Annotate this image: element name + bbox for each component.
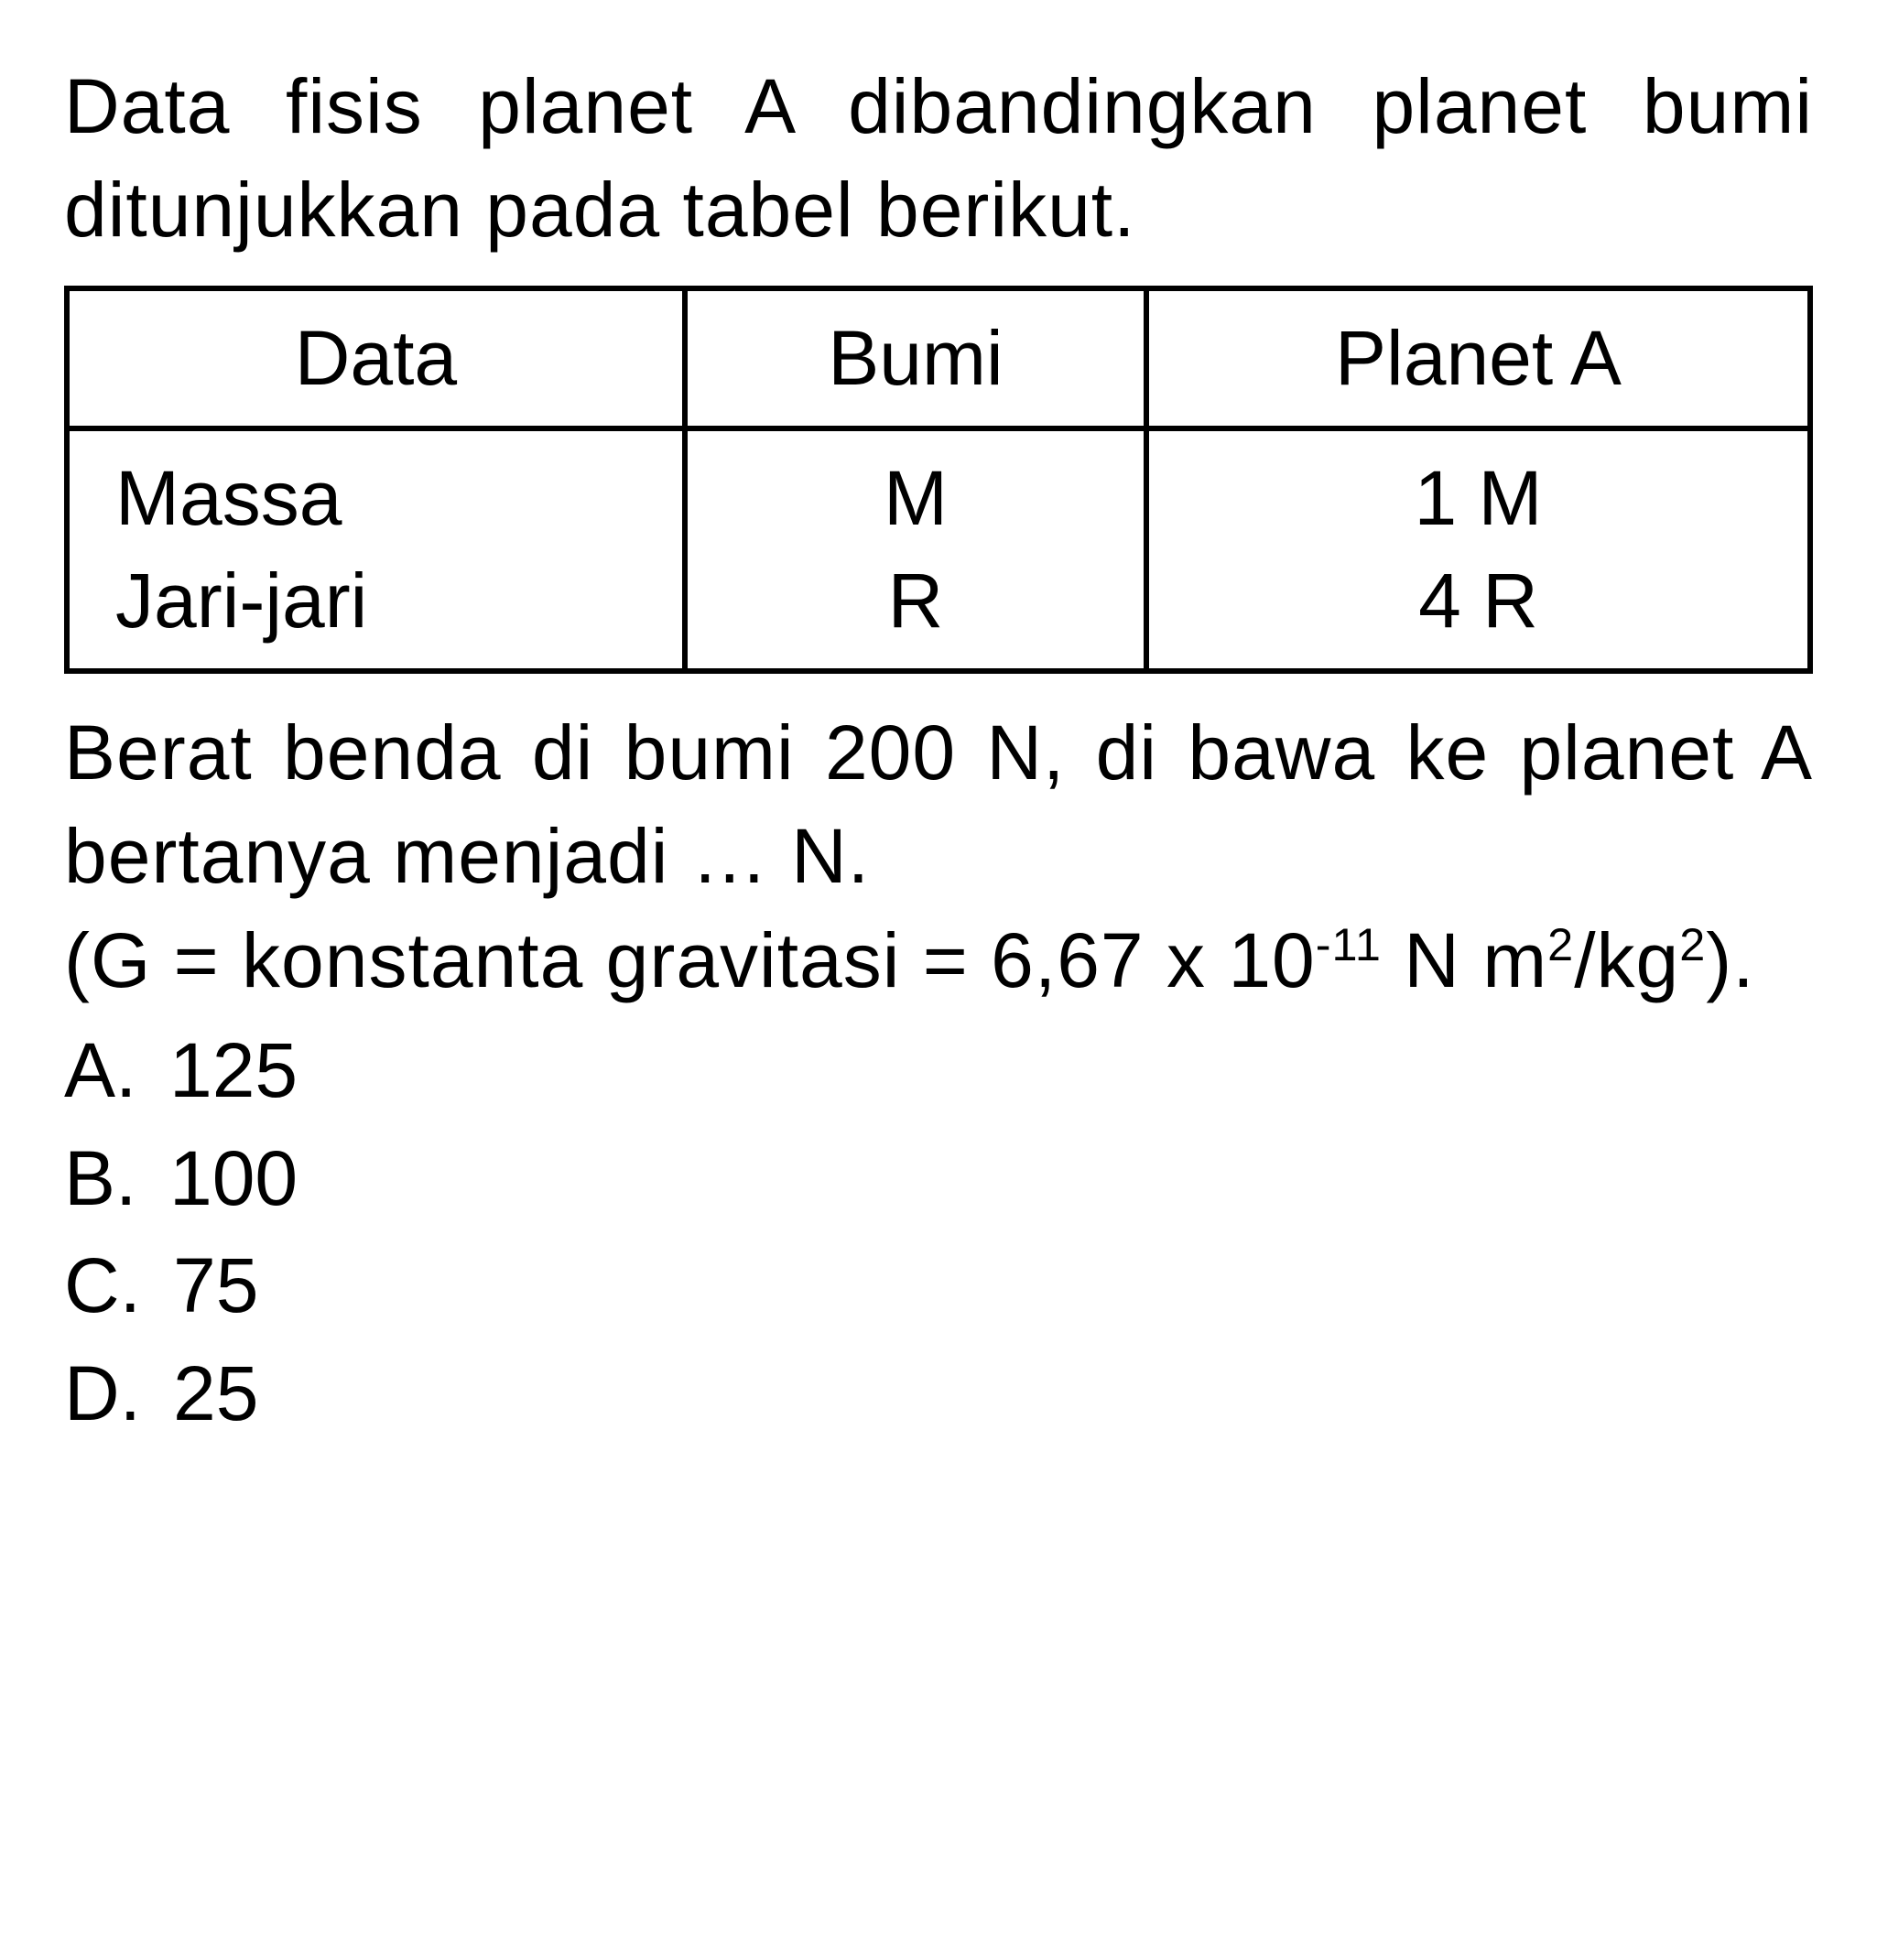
header-bumi: Bumi <box>685 288 1146 428</box>
formula-exponent-1: -11 <box>1316 918 1382 970</box>
table-header-row: Data Bumi Planet A <box>67 288 1810 428</box>
question-paragraph: Berat benda di bumi 200 N, di bawa ke pl… <box>64 701 1813 909</box>
option-value-b: 100 <box>169 1125 298 1233</box>
option-c: C. 75 <box>64 1232 1813 1340</box>
cell-bumi: M R <box>685 428 1146 671</box>
options-list: A. 125 B. 100 C. 75 D. 25 <box>64 1017 1813 1447</box>
table-data-row: Massa Jari-jari M R 1 M 4 R <box>67 428 1810 671</box>
formula-mid: /kg <box>1574 917 1679 1003</box>
formula-prefix: (G = konstanta gravitasi = 6,67 x 10 <box>64 917 1316 1003</box>
formula-exponent-2: 2 <box>1547 918 1574 970</box>
option-b: B. 100 <box>64 1125 1813 1233</box>
label-massa: Massa <box>115 454 646 543</box>
option-a: A. 125 <box>64 1017 1813 1125</box>
label-jarijari: Jari-jari <box>115 557 646 645</box>
question-container: Data fisis planet A dibandingkan planet … <box>64 55 1813 1447</box>
formula-paragraph: (G = konstanta gravitasi = 6,67 x 10-11 … <box>64 909 1813 1012</box>
option-letter-b: B. <box>64 1125 137 1233</box>
planeta-jarijari: 4 R <box>1186 557 1771 645</box>
planeta-massa: 1 M <box>1186 454 1771 543</box>
option-letter-c: C. <box>64 1232 141 1340</box>
cell-planet-a: 1 M 4 R <box>1146 428 1810 671</box>
option-value-c: 75 <box>173 1232 258 1340</box>
bumi-jarijari: R <box>724 557 1107 645</box>
formula-exponent-3: 2 <box>1679 918 1706 970</box>
option-d: D. 25 <box>64 1340 1813 1448</box>
option-letter-d: D. <box>64 1340 141 1448</box>
option-value-a: 125 <box>169 1017 298 1125</box>
option-letter-a: A. <box>64 1017 137 1125</box>
bumi-massa: M <box>724 454 1107 543</box>
option-value-d: 25 <box>173 1340 258 1448</box>
formula-suffix: N m <box>1382 917 1547 1003</box>
header-data: Data <box>67 288 685 428</box>
cell-labels: Massa Jari-jari <box>67 428 685 671</box>
intro-paragraph: Data fisis planet A dibandingkan planet … <box>64 55 1813 263</box>
formula-end: ). <box>1706 917 1754 1003</box>
data-table: Data Bumi Planet A Massa Jari-jari M R <box>64 286 1813 674</box>
header-planet-a: Planet A <box>1146 288 1810 428</box>
